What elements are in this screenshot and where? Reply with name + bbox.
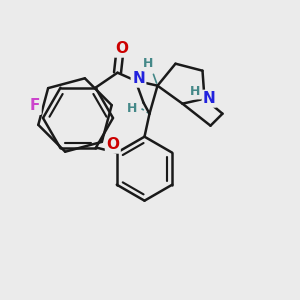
Text: F: F xyxy=(30,98,40,113)
Text: O: O xyxy=(106,137,119,152)
Text: H: H xyxy=(190,85,201,98)
Text: N: N xyxy=(132,71,145,86)
Text: H: H xyxy=(143,57,154,70)
Text: O: O xyxy=(115,41,128,56)
Text: N: N xyxy=(203,91,216,106)
Text: H: H xyxy=(127,102,138,115)
